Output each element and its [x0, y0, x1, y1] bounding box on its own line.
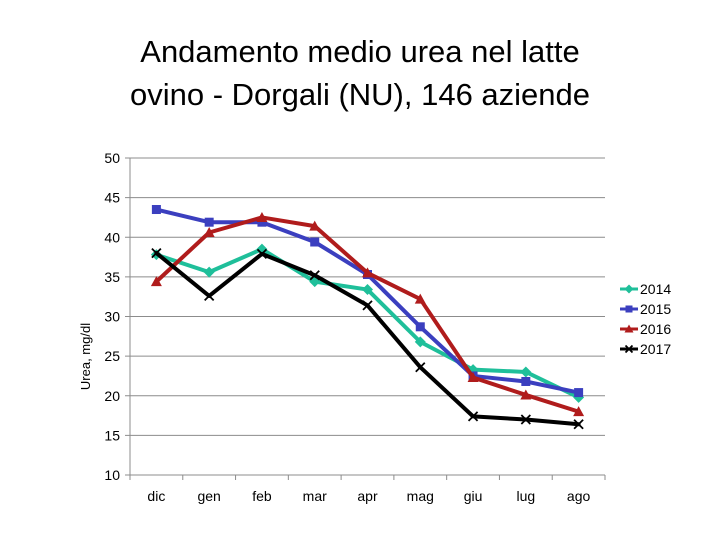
x-tick-label: gen	[197, 488, 220, 504]
data-point	[520, 389, 532, 400]
data-point	[150, 276, 162, 287]
y-tick-label: 15	[104, 427, 120, 443]
y-tick-label: 30	[104, 309, 120, 325]
data-point	[624, 324, 634, 333]
data-point	[520, 366, 532, 378]
data-point	[362, 267, 373, 278]
data-point	[467, 411, 479, 422]
y-tick-label: 25	[104, 348, 120, 364]
series-2016	[150, 211, 585, 417]
y-axis-label: Urea, mg/dl	[78, 323, 93, 390]
data-point	[151, 247, 162, 259]
x-tick-label: dic	[147, 488, 165, 504]
data-point	[310, 237, 320, 247]
data-point	[256, 211, 268, 222]
legend: 2014 2015 2016 2017	[620, 281, 671, 357]
data-point	[204, 217, 214, 227]
legend-item-2017: 2017	[620, 341, 671, 357]
series	[150, 205, 585, 430]
data-point	[256, 248, 268, 260]
y-tick-label: 20	[104, 388, 120, 404]
data-point	[257, 217, 267, 227]
legend-label: 2017	[640, 341, 671, 357]
x-tick-label: mar	[303, 488, 327, 504]
data-point	[415, 362, 426, 373]
data-point	[521, 376, 531, 386]
legend-label: 2016	[640, 321, 671, 337]
x-tick-label: giu	[464, 488, 483, 504]
x-tick-label: lug	[516, 488, 535, 504]
data-point	[415, 322, 425, 332]
data-point	[414, 293, 426, 304]
series-2017	[151, 247, 584, 430]
x-tick-label: mag	[407, 488, 434, 504]
data-point	[151, 205, 161, 215]
data-point	[203, 266, 215, 278]
data-point	[467, 372, 479, 383]
data-point	[573, 419, 584, 430]
data-point	[624, 284, 634, 294]
data-point	[204, 290, 215, 302]
data-point	[574, 388, 584, 398]
data-point	[203, 226, 215, 237]
data-point	[362, 284, 373, 296]
legend-item-2015: 2015	[620, 301, 671, 317]
legend-label: 2015	[640, 301, 671, 317]
data-point	[573, 406, 585, 417]
data-point	[624, 344, 634, 354]
axes: 10 15 20 25 30 35 40 45 50 dic gen feb mar apr mag giu l…	[104, 150, 606, 504]
chart-title-line-1: Andamento medio urea nel latte	[140, 34, 580, 69]
chart-title: Andamento medio urea nel latte ovino - D…	[0, 30, 720, 116]
y-tick-label: 40	[104, 229, 120, 245]
y-tick-label: 45	[104, 190, 120, 206]
x-tick-label: feb	[252, 488, 272, 504]
chart-title-line-2: ovino - Dorgali (NU), 146 aziende	[129, 77, 591, 112]
data-point	[362, 300, 373, 311]
y-tick-label: 10	[104, 467, 120, 483]
legend-label: 2014	[640, 281, 671, 297]
data-point	[309, 270, 320, 281]
data-point	[625, 305, 633, 313]
data-point	[309, 220, 321, 231]
legend-item-2014: 2014	[620, 281, 671, 297]
data-point	[520, 414, 531, 425]
x-tick-label: ago	[567, 488, 591, 504]
series-line-2016	[154, 215, 581, 414]
x-tick-label: apr	[357, 488, 378, 504]
y-tick-label: 35	[104, 269, 120, 285]
series-2015	[151, 205, 584, 398]
y-tick-label: 50	[104, 150, 120, 166]
grid	[130, 157, 605, 476]
legend-item-2016: 2016	[620, 321, 671, 337]
data-point	[414, 336, 426, 348]
